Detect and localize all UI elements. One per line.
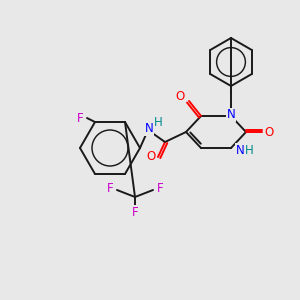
Text: N: N bbox=[236, 143, 245, 157]
Text: O: O bbox=[146, 149, 156, 163]
Text: N: N bbox=[145, 122, 153, 136]
Text: F: F bbox=[157, 182, 163, 194]
Text: H: H bbox=[154, 116, 162, 128]
Text: N: N bbox=[226, 109, 236, 122]
Text: H: H bbox=[245, 143, 254, 157]
Text: F: F bbox=[132, 206, 138, 218]
Text: F: F bbox=[107, 182, 113, 194]
Text: O: O bbox=[264, 125, 274, 139]
Text: F: F bbox=[77, 112, 83, 124]
Text: O: O bbox=[176, 91, 184, 103]
